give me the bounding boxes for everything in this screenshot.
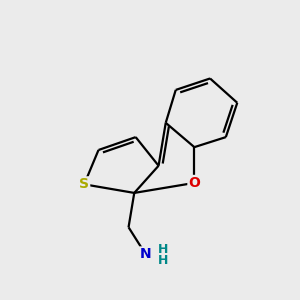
Text: S: S xyxy=(79,177,89,191)
Text: N: N xyxy=(140,248,152,261)
Text: O: O xyxy=(188,176,200,190)
Text: H: H xyxy=(158,254,168,267)
Text: H: H xyxy=(158,243,168,256)
